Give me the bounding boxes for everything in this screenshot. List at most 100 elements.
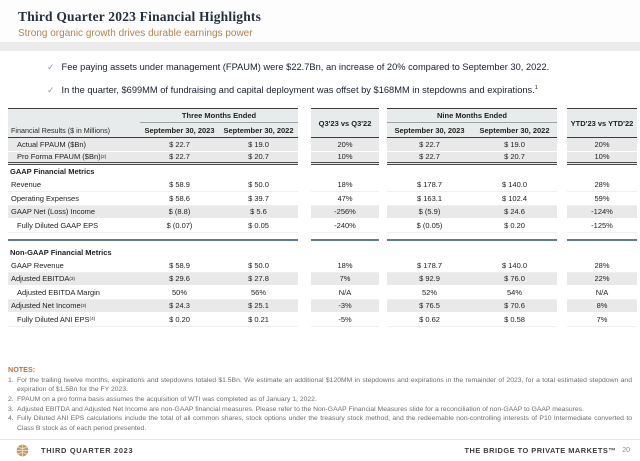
block-gap bbox=[379, 246, 387, 260]
note-item: 3. Adjusted EBITDA and Adjusted Net Incom… bbox=[8, 405, 632, 415]
header-spacer bbox=[8, 109, 140, 123]
table-row: Revenue $ 58.9 $ 50.0 18% $ 178.7 $ 140.0 28% bbox=[8, 179, 637, 193]
block-gap bbox=[557, 300, 567, 314]
note-text: Adjusted EBITDA and Adjusted Net Income … bbox=[17, 405, 584, 413]
block-gap bbox=[379, 259, 387, 273]
financial-table: Three Months Ended Financial Results ($ … bbox=[8, 108, 637, 327]
ytd-compare-column-header: YTD'23 vs YTD'22 bbox=[567, 108, 637, 139]
value-cell: $ 58.9 bbox=[140, 259, 219, 273]
value-cell: 10% bbox=[311, 151, 379, 166]
value-cell: $ (0.07) bbox=[140, 219, 219, 233]
value-cell: 7% bbox=[311, 272, 379, 287]
value-cell: $ 58.9 bbox=[140, 179, 219, 193]
footer-right: THE BRIDGE TO PRIVATE MARKETS™ 20 bbox=[464, 446, 630, 455]
page-subtitle: Strong organic growth drives durable ear… bbox=[18, 28, 253, 39]
value-cell: $ 22.7 bbox=[140, 138, 219, 152]
value-cell: $ 20.7 bbox=[219, 151, 298, 166]
p10-logo-icon bbox=[16, 444, 29, 457]
block-gap bbox=[557, 138, 567, 152]
block-gap bbox=[298, 313, 311, 327]
value-cell: $ 0.05 bbox=[219, 219, 298, 233]
value-cell: N/A bbox=[311, 286, 379, 300]
table-row: Adjusted EBITDA Margin 50% 56% N/A 52% 54% N/A bbox=[8, 286, 637, 300]
value-cell: $ 58.6 bbox=[140, 192, 219, 206]
block-gap bbox=[379, 165, 387, 179]
dates-row: September 30, 2023 September 30, 2022 bbox=[387, 123, 557, 137]
value-cell: $ (5.9) bbox=[387, 205, 472, 220]
block-gap bbox=[379, 179, 387, 193]
value-cell: $ 0.62 bbox=[387, 313, 472, 327]
block-gap bbox=[557, 206, 567, 220]
value-cell: $ 24.3 bbox=[140, 299, 219, 314]
row-label: Adjusted EBITDA Margin bbox=[8, 286, 140, 300]
block-gap bbox=[557, 233, 567, 241]
block-gap bbox=[298, 273, 311, 287]
block-gap bbox=[379, 219, 387, 233]
value-cell: $ 0.58 bbox=[472, 313, 557, 327]
value-cell: $ 0.20 bbox=[472, 219, 557, 233]
row-label: Pro Forma FPAUM ($Bn) (2) bbox=[8, 151, 140, 166]
value-cell: $ 140.0 bbox=[472, 179, 557, 193]
check-icon: ✓ bbox=[47, 84, 55, 95]
block-gap bbox=[298, 233, 311, 241]
footer-tagline: THE BRIDGE TO PRIVATE MARKETS™ bbox=[464, 446, 617, 455]
value-cell: $ 25.1 bbox=[219, 299, 298, 314]
value-cell: $ 22.7 bbox=[387, 138, 472, 152]
block-gap bbox=[379, 286, 387, 300]
value-cell: 20% bbox=[311, 138, 379, 152]
value-cell: $ 50.0 bbox=[219, 259, 298, 273]
block-gap bbox=[298, 286, 311, 300]
table-cell bbox=[567, 246, 637, 260]
block-gap bbox=[557, 246, 567, 260]
notes-section: NOTES: 1. For the trailing twelve months,… bbox=[8, 365, 632, 434]
block-gap bbox=[298, 259, 311, 273]
value-cell: 20% bbox=[567, 138, 637, 152]
row-label: GAAP Revenue bbox=[8, 259, 140, 273]
block-gap bbox=[557, 259, 567, 273]
block-gap bbox=[298, 108, 311, 138]
table-row: Pro Forma FPAUM ($Bn) (2) $ 22.7 $ 20.7 10% $… bbox=[8, 151, 637, 166]
table-cell bbox=[387, 165, 557, 179]
bullet-text: In the quarter, $699MM of fundraising an… bbox=[61, 84, 538, 95]
notes-list: 1. For the trailing twelve months, expira… bbox=[8, 376, 632, 434]
value-cell: -124% bbox=[567, 205, 637, 220]
row-label: Operating Expenses bbox=[8, 192, 140, 206]
block-gap bbox=[379, 138, 387, 152]
date-column-header: September 30, 2023 bbox=[394, 125, 465, 135]
group-nine-months: Nine Months Ended bbox=[387, 109, 557, 124]
table-row: Fully Diluted GAAP EPS $ (0.07) $ 0.05 -240… bbox=[8, 219, 637, 233]
row-label: Fully Diluted GAAP EPS bbox=[8, 219, 140, 233]
q3-compare-column-header: Q3'23 vs Q3'22 bbox=[311, 108, 379, 139]
block-gap bbox=[298, 219, 311, 233]
block-gap bbox=[379, 300, 387, 314]
value-cell: -240% bbox=[311, 219, 379, 233]
row-label: Adjusted EBITDA (3) bbox=[8, 272, 140, 287]
row-label: Actual FPAUM ($Bn) bbox=[8, 138, 140, 152]
block-gap bbox=[379, 273, 387, 287]
value-cell: $ 178.7 bbox=[387, 179, 472, 193]
block-gap bbox=[557, 108, 567, 138]
section-label: GAAP Financial Metrics bbox=[10, 167, 95, 177]
value-cell: $ 178.7 bbox=[387, 259, 472, 273]
block-gap bbox=[557, 179, 567, 193]
value-cell: $ 39.7 bbox=[219, 192, 298, 206]
value-cell: $ 22.7 bbox=[140, 151, 219, 166]
block-gap bbox=[379, 192, 387, 206]
value-cell: $ 102.4 bbox=[472, 192, 557, 206]
footer-left-label: THIRD QUARTER 2023 bbox=[41, 446, 134, 455]
value-cell: 22% bbox=[567, 272, 637, 287]
table-section-row: GAAP Financial Metrics bbox=[8, 165, 637, 179]
block-gap bbox=[298, 179, 311, 193]
table-header: Three Months Ended Financial Results ($ … bbox=[8, 108, 637, 139]
table-row: Operating Expenses $ 58.6 $ 39.7 47% $ 163.1… bbox=[8, 192, 637, 206]
page-number: 20 bbox=[622, 447, 630, 454]
block-gap bbox=[298, 138, 311, 152]
table-cell bbox=[387, 246, 557, 260]
block-gap bbox=[298, 206, 311, 220]
table-cell bbox=[311, 165, 379, 179]
table-cell bbox=[311, 246, 379, 260]
note-text: For the trailing twelve months, expirati… bbox=[17, 376, 632, 394]
block-gap bbox=[298, 246, 311, 260]
date-column-header: September 30, 2023 bbox=[144, 125, 215, 135]
table-row: Fully Diluted ANI EPS (4) $ 0.20 $ 0.21 -5% $… bbox=[8, 313, 637, 327]
